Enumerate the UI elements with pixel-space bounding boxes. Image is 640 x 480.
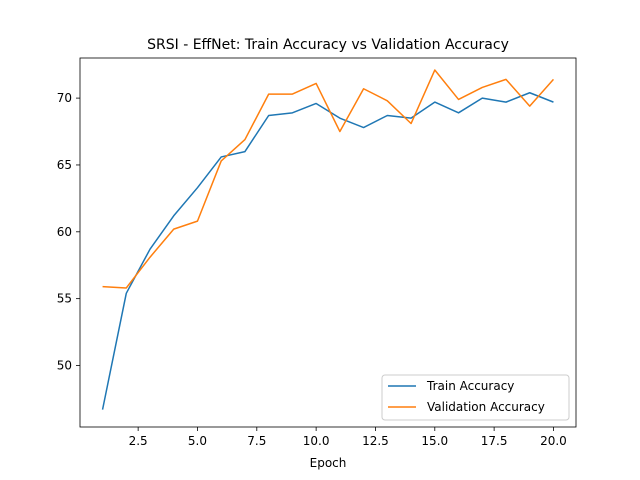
series-line-train-accuracy <box>101 92 554 410</box>
x-tick-label: 12.5 <box>362 434 389 448</box>
y-tick-label: 60 <box>57 225 72 239</box>
plot-area: 2.5 5.0 7.5 10.0 12.5 15.0 17.5 20.0 50 55 60 65 70 T… <box>57 57 577 448</box>
x-tick-label: 5.0 <box>188 434 207 448</box>
y-tick-label: 70 <box>57 91 72 105</box>
legend-label: Train Accuracy <box>426 379 514 393</box>
series-line-validation-accuracy <box>102 69 555 289</box>
x-tick-label: 7.5 <box>247 434 266 448</box>
chart-title: SRSI - EffNet: Train Accuracy vs Validat… <box>147 37 509 53</box>
y-tick-label: 65 <box>57 158 72 172</box>
x-tick-label: 20.0 <box>540 434 567 448</box>
legend-box <box>381 374 570 421</box>
x-tick-label: 15.0 <box>421 434 448 448</box>
y-tick-label: 50 <box>57 359 72 373</box>
y-tick-label: 55 <box>57 292 72 306</box>
x-tick-label: 17.5 <box>481 434 508 448</box>
legend-label: Validation Accuracy <box>427 400 545 414</box>
axes-frame <box>79 57 577 428</box>
x-tick-label: 2.5 <box>129 434 148 448</box>
x-axis-label: Epoch <box>310 456 347 470</box>
x-tick-label: 10.0 <box>303 434 330 448</box>
